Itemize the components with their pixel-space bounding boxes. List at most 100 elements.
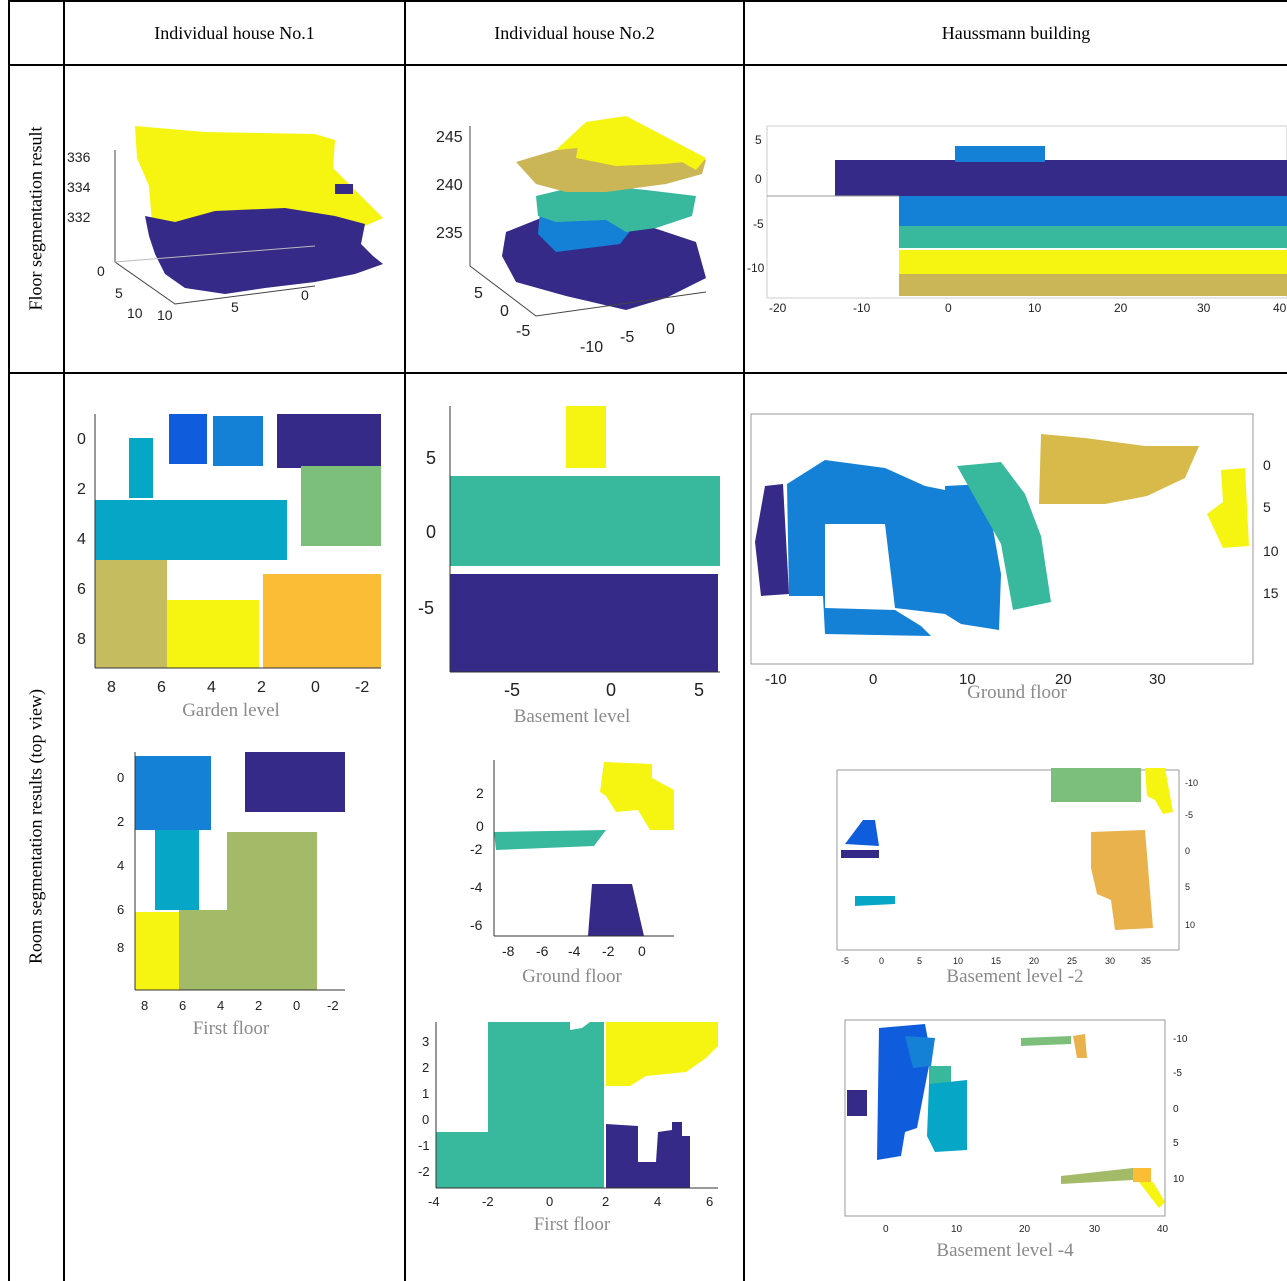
hb-b2-xtick: 20	[1029, 956, 1039, 966]
hb-ground-xtick: 0	[869, 671, 877, 688]
h2-floor-yellow-top	[576, 118, 704, 166]
h1-first-room	[155, 830, 199, 910]
h2-floor-plot: 245 240 235 5 0 -5 -10 -5 0	[436, 116, 707, 356]
hb-b4-room	[1133, 1168, 1151, 1182]
h1-first-xtick: 2	[255, 998, 262, 1013]
h2-basement-ytick: 0	[426, 522, 436, 542]
h2-ground-xtick: -6	[536, 943, 549, 959]
hb-b4-xtick: 30	[1089, 1224, 1101, 1235]
h2-first-ytick: 3	[422, 1034, 429, 1049]
h2-basement-ytick: 5	[426, 448, 436, 468]
hb-b2-ytick: 10	[1185, 920, 1195, 930]
h1-garden-room	[169, 414, 207, 464]
h1-garden-xtick: 8	[107, 679, 116, 696]
col-divider-1	[63, 0, 65, 1281]
h1-first-room	[135, 912, 179, 990]
h1-garden-ytick: 0	[77, 431, 86, 448]
hb-ground-xtick: 10	[959, 671, 976, 688]
h2-basement-xtick: -5	[504, 680, 520, 700]
hb-ground-caption: Ground floor	[967, 682, 1067, 703]
hb-floor-xtick: 20	[1114, 301, 1128, 315]
h1-floor-axis	[114, 150, 316, 305]
h2-ground-room	[494, 830, 606, 850]
hb-b4-xtick: 40	[1157, 1224, 1169, 1235]
h1-garden-xtick: -2	[355, 679, 369, 696]
h1-floor-xtick: 10	[127, 305, 143, 321]
h2-ground-xtick: -4	[568, 943, 581, 959]
h1-garden-room	[301, 466, 381, 546]
hb-b2-room	[845, 820, 879, 846]
h1-garden-plot: 0 2 4 6 8 8 6 4 2 0 -2 Garden level	[77, 414, 381, 721]
hb-b4-frame	[844, 1019, 1166, 1217]
h2-ground-ytick: -2	[470, 841, 483, 857]
h2-first-xtick: 4	[654, 1194, 661, 1209]
hb-b2-ytick: -10	[1185, 778, 1198, 788]
h2-first-room	[436, 1022, 604, 1188]
h2-ground-xtick: -2	[602, 943, 615, 959]
h2-basement-room	[566, 406, 606, 468]
h2-basement-xtick: 0	[606, 680, 616, 700]
hb-floor-teal	[899, 226, 1287, 248]
h1-garden-room	[95, 500, 287, 560]
hb-b2-plot: -10 -5 0 5 10 -5 0 5 10 15 20 25 30 35 B…	[836, 768, 1198, 987]
h1-first-plot: 0 2 4 6 8 8 6 4 2 0 -2 First floor	[117, 752, 345, 1039]
h2-first-ytick: -2	[418, 1164, 430, 1179]
h1-first-xtick: 6	[179, 998, 186, 1013]
hb-b4-room	[1073, 1034, 1087, 1058]
h2-ground-room	[588, 884, 644, 936]
hb-floor-ytick: -10	[747, 261, 765, 275]
h1-garden-xtick: 2	[257, 679, 266, 696]
h1-garden-ytick: 6	[77, 581, 86, 598]
h1-floor-axis	[114, 245, 316, 263]
h2-floor-xtick: -5	[516, 323, 530, 340]
hb-b2-room	[1091, 830, 1153, 930]
h1-garden-room	[277, 414, 381, 468]
hb-b2-frame	[836, 769, 1180, 951]
h1-floor-ztick: 5	[231, 299, 239, 315]
h1-garden-room	[263, 574, 381, 668]
h1-garden-xtick: 0	[311, 679, 320, 696]
hb-b4-ytick: 5	[1173, 1138, 1179, 1149]
h2-basement-room	[450, 476, 720, 566]
h2-first-room	[606, 1122, 690, 1188]
hb-ground-ytick: 5	[1263, 499, 1271, 515]
hb-b2-xtick: 35	[1141, 956, 1151, 966]
h1-garden-ytick: 4	[77, 531, 86, 548]
h1-floor-ytick: 336	[67, 149, 91, 165]
h2-first-ytick: 2	[422, 1060, 429, 1075]
hb-b4-ytick: 0	[1173, 1104, 1179, 1115]
header-divider	[8, 64, 1287, 66]
col-divider-3	[743, 0, 745, 1281]
h2-first-ytick: -1	[418, 1138, 430, 1153]
hb-floor-xtick: -20	[769, 301, 787, 315]
hb-ground-room	[1039, 434, 1199, 504]
h2-floor-ztick: -10	[580, 339, 603, 356]
h1-garden-xtick: 6	[157, 679, 166, 696]
h1-first-ytick: 8	[117, 940, 124, 955]
h1-first-xtick: 8	[141, 998, 148, 1013]
h1-first-ytick: 0	[117, 770, 124, 785]
hb-ground-ytick: 15	[1263, 585, 1279, 601]
hb-ground-room	[957, 462, 1051, 610]
h2-ground-ytick: -4	[470, 879, 483, 895]
h2-floor-ztick: 0	[666, 321, 675, 338]
h1-first-ytick: 2	[117, 814, 124, 829]
h1-first-xtick: 4	[217, 998, 224, 1013]
hb-b2-xtick: 10	[953, 956, 963, 966]
h1-floor-upper	[135, 126, 383, 236]
h2-first-xtick: 2	[602, 1194, 609, 1209]
row-divider	[8, 372, 1287, 374]
hb-floor-xtick: -10	[853, 301, 871, 315]
hb-b2-ytick: 0	[1185, 846, 1190, 856]
hb-floor-xtick: 10	[1028, 301, 1042, 315]
h2-floor-xtick: 5	[474, 285, 483, 302]
h1-garden-ytick: 2	[77, 481, 86, 498]
hb-floor-khaki	[899, 274, 1287, 296]
h2-ground-room	[600, 762, 674, 830]
hb-b4-plot: -10 -5 0 5 10 0 10 20 30 40 Basement lev…	[844, 1019, 1188, 1261]
hb-floor-navy	[835, 160, 1287, 196]
h2-first-plot: 3 2 1 0 -1 -2 -4 -2 0 2 4 6 First floor	[418, 1022, 718, 1235]
h1-garden-ytick: 8	[77, 631, 86, 648]
hb-floor-navy-top	[955, 146, 1045, 162]
h2-first-room	[606, 1022, 718, 1086]
